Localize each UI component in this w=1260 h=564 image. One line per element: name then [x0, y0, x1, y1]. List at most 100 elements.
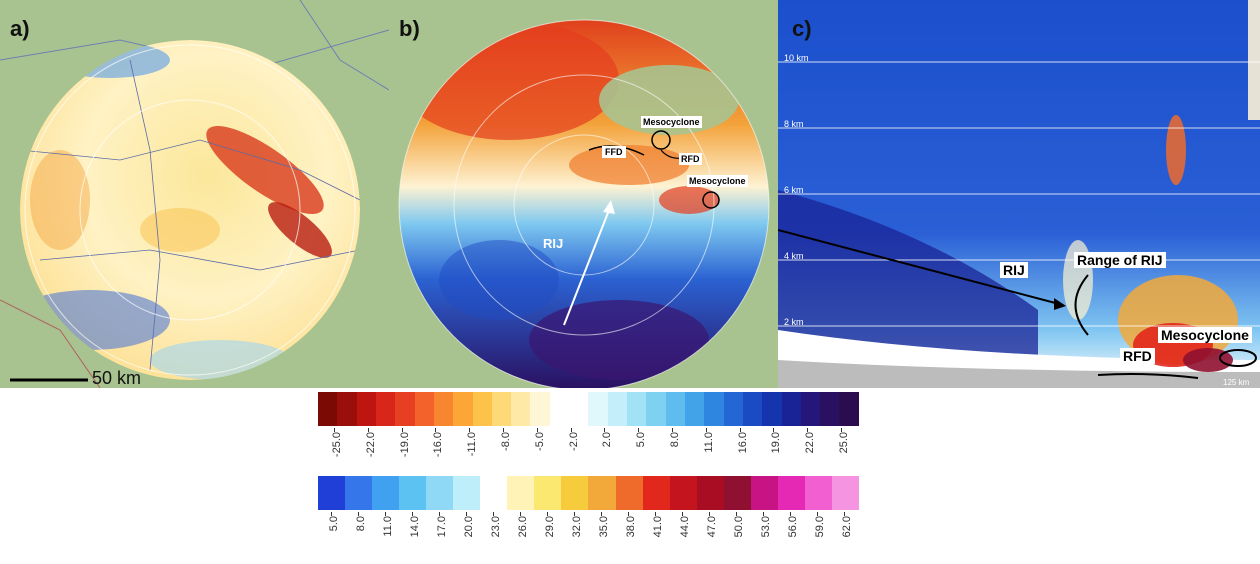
- colorbar-tick: -5.0: [528, 428, 548, 480]
- colorbar-cell: [646, 392, 666, 426]
- colorbar-tick-label: 35.0: [598, 516, 611, 538]
- colorbar-tick-label: 44.0: [679, 516, 692, 538]
- colorbar-cell: [762, 392, 782, 426]
- colorbar-tick: 50.0: [727, 512, 747, 564]
- colorbar-cell: [414, 392, 434, 426]
- colorbar-tick-label: 20.0: [462, 516, 475, 538]
- mesocyclone-2-circle: [702, 191, 720, 209]
- rij-arrow: [563, 204, 612, 326]
- colorbar-tick: 44.0: [673, 512, 693, 564]
- reflectivity-colorbar-ticks: 5.0 8.0 11.0 14.0 17.0 20.0 23.0 26.0 29.0 32.0 35…: [318, 512, 859, 564]
- colorbar-cell: [607, 392, 627, 426]
- rfd-label: RFD: [1120, 348, 1155, 364]
- colorbar-tick: 2.0: [595, 428, 615, 480]
- colorbar-tick: 17.0: [430, 512, 450, 564]
- colorbar-cell: [800, 392, 821, 426]
- colorbar-tick-label: 47.0: [706, 516, 719, 538]
- colorbar-tick-label: 11.0: [381, 516, 394, 537]
- colorbar-tick: 29.0: [538, 512, 558, 564]
- colorbar-cell: [491, 392, 512, 426]
- colorbar-tick: 62.0: [835, 512, 855, 564]
- velocity-colorbar: [318, 392, 859, 426]
- panel-b-velocity-map: b) FFD Mesocyclone RFD Mesocyclone RIJ: [389, 0, 778, 388]
- height-label-2km: 2 km: [784, 317, 804, 327]
- colorbar-cell: [480, 476, 508, 510]
- panel-b-label: b): [399, 16, 420, 41]
- colorbar-tick-label: 17.0: [435, 516, 448, 538]
- colorbar-cell: [750, 476, 778, 510]
- colorbar-tick: 47.0: [700, 512, 720, 564]
- colorbar-cell: [627, 392, 647, 426]
- mesocyclone-1-label: Mesocyclone: [641, 116, 702, 128]
- height-label-8km: 8 km: [784, 119, 804, 129]
- colorbar-tick: 26.0: [511, 512, 531, 564]
- colorbar-cell: [395, 392, 415, 426]
- colorbar-cell: [472, 392, 492, 426]
- colorbar-tick-label: 5.0: [327, 516, 340, 532]
- colorbar-tick-label: -25.0: [330, 432, 343, 458]
- colorbar-tick: 32.0: [565, 512, 585, 564]
- mesocyclone-1-circle: [651, 130, 671, 150]
- colorbar-tick-label: 62.0: [841, 516, 854, 538]
- colorbar-tick-label: 41.0: [652, 516, 665, 538]
- ffd-label: FFD: [602, 146, 626, 158]
- colorbar-tick: 11.0: [697, 428, 717, 480]
- colorbar-tick: 16.0: [731, 428, 751, 480]
- range-of-rij-bracket: [1074, 274, 1089, 336]
- colorbar-cell: [669, 476, 697, 510]
- colorbar-tick-label: -8.0: [499, 432, 512, 451]
- colorbar-tick: 22.0: [798, 428, 818, 480]
- colorbar-cell: [831, 476, 859, 510]
- colorbar-tick: 56.0: [781, 512, 801, 564]
- colorbar-tick: 20.0: [457, 512, 477, 564]
- colorbar-tick: 5.0: [629, 428, 649, 480]
- colorbar-tick-label: 2.0: [601, 432, 614, 448]
- colorbar-tick: -22.0: [359, 428, 379, 480]
- colorbar-tick: 38.0: [619, 512, 639, 564]
- colorbar-cell: [426, 476, 454, 510]
- colorbar-cell: [569, 392, 589, 426]
- colorbar-tick-label: 29.0: [543, 516, 556, 538]
- colorbar-cell: [561, 476, 589, 510]
- colorbar-cell: [742, 392, 763, 426]
- colorbar-cell: [433, 392, 454, 426]
- colorbar-cell: [399, 476, 427, 510]
- panel-c-section-svg: [778, 0, 1260, 388]
- colorbar-tick-label: -11.0: [466, 432, 479, 457]
- height-label-4km: 4 km: [784, 251, 804, 261]
- height-label-10km: 10 km: [784, 53, 809, 63]
- colorbar-tick: 8.0: [349, 512, 369, 564]
- mesocyclone-2-label: Mesocyclone: [687, 175, 748, 187]
- colorbar-cell: [318, 476, 346, 510]
- colorbar-tick-label: 23.0: [489, 516, 502, 538]
- rfd-label: RFD: [679, 153, 702, 165]
- mesocyclone-ellipse: [1219, 349, 1257, 367]
- colorbar-tick: 25.0: [832, 428, 852, 480]
- colorbar-cell: [820, 392, 840, 426]
- colorbar-tick: 59.0: [808, 512, 828, 564]
- distance-label: 125 km: [1223, 378, 1250, 387]
- colorbar-tick-label: 53.0: [760, 516, 773, 538]
- colorbar-tick-label: -19.0: [398, 432, 411, 458]
- colorbar-tick: 23.0: [484, 512, 504, 564]
- colorbar-cell: [696, 476, 724, 510]
- range-of-rij-label: Range of RIJ: [1074, 252, 1166, 268]
- colorbar-cell: [665, 392, 685, 426]
- colorbar-cell: [534, 476, 562, 510]
- panel-a-label: a): [10, 16, 30, 41]
- colorbar-tick-label: 14.0: [408, 516, 421, 538]
- colorbar-cell: [723, 476, 751, 510]
- colorbar-cell: [723, 392, 743, 426]
- colorbar-tick-label: 56.0: [787, 516, 800, 538]
- colorbar-tick-label: 8.0: [669, 432, 682, 448]
- colorbar-tick-label: 38.0: [625, 516, 638, 538]
- rij-arrow: [778, 229, 1064, 306]
- colorbar-cell: [642, 476, 670, 510]
- colorbar-tick: -25.0: [325, 428, 345, 480]
- colorbar-tick-label: 25.0: [838, 432, 851, 454]
- velocity-colorbar-ticks: -25.0 -22.0 -19.0 -16.0 -11.0 -8.0 -5.0 -2.0 2.0…: [318, 428, 859, 480]
- colorbar-tick: -11.0: [460, 428, 480, 480]
- panel-a-velocity-map: a) 50 km: [0, 0, 389, 388]
- panel-c-label: c): [792, 16, 812, 41]
- colorbar-tick-label: 22.0: [804, 432, 817, 454]
